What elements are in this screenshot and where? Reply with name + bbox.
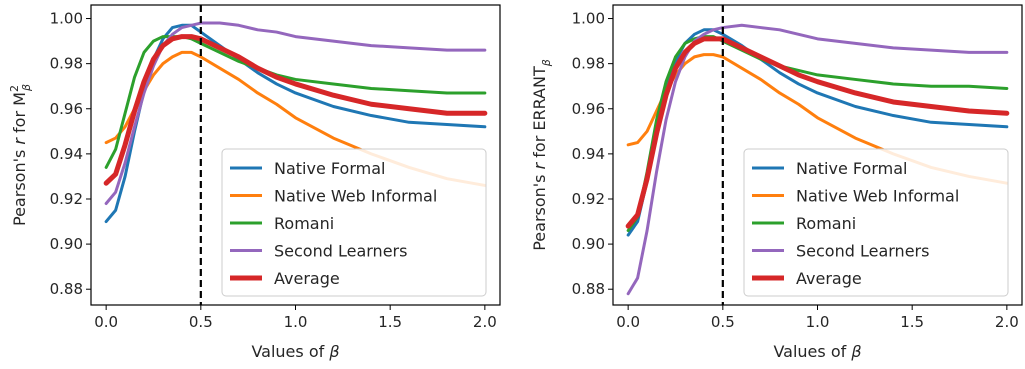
y-tick-label: 0.92 <box>50 190 83 208</box>
legend-item-romani: Romani <box>230 214 334 233</box>
x-tick-label: 2.0 <box>473 313 497 331</box>
y-tick-label: 0.88 <box>50 280 83 298</box>
legend-label: Romani <box>796 214 856 233</box>
y-tick-label: 0.94 <box>572 145 605 163</box>
legend-label: Romani <box>274 214 334 233</box>
legend-label: Second Learners <box>274 242 407 261</box>
y-tick-label: 0.98 <box>50 55 83 73</box>
y-tick-label: 0.94 <box>50 145 83 163</box>
chart-left-panel: 0.0 0.5 1.0 1.5 2.0 0.88 0.90 0.92 0.94 0.96 0.98 1… <box>8 4 501 361</box>
legend-item-second-learners: Second Learners <box>752 242 929 261</box>
x-tick-label: 1.0 <box>284 313 308 331</box>
x-axis-label: Values of β <box>773 342 861 361</box>
legend-label: Native Web Informal <box>796 187 959 206</box>
legend-item-native-formal: Native Formal <box>752 159 907 178</box>
x-tick-label: 1.5 <box>378 313 402 331</box>
legend-label: Average <box>274 269 340 288</box>
y-tick-label: 0.90 <box>572 235 605 253</box>
legend-frame <box>221 148 487 297</box>
y-axis-label: Pearson's r for M2β <box>8 84 33 226</box>
x-tick-label: 0.5 <box>189 313 213 331</box>
x-tick-label: 1.0 <box>806 313 830 331</box>
legend-item-average: Average <box>752 269 862 288</box>
legend: Native Formal Native Web Informal Romani Se… <box>743 148 1009 297</box>
x-tick-label: 0.0 <box>94 313 118 331</box>
legend-item-second-learners: Second Learners <box>230 242 407 261</box>
chart-right-panel: 0.0 0.5 1.0 1.5 2.0 0.88 0.90 0.92 0.94 0.96 0.98 1… <box>530 4 1023 361</box>
legend-item-native-web-informal: Native Web Informal <box>230 187 437 206</box>
y-tick-label: 0.96 <box>50 100 83 118</box>
legend-item-romani: Romani <box>752 214 856 233</box>
series-line-romani <box>104 35 487 169</box>
y-tick-label: 0.88 <box>572 280 605 298</box>
x-tick-label: 1.5 <box>900 313 924 331</box>
legend-frame <box>743 148 1009 297</box>
x-axis-label: Values of β <box>251 342 339 361</box>
series-line-second-learners <box>104 21 487 205</box>
y-tick-label: 0.98 <box>572 55 605 73</box>
y-tick-label: 1.00 <box>50 10 83 28</box>
x-tick-label: 0.5 <box>711 313 735 331</box>
y-tick-label: 0.96 <box>572 100 605 118</box>
x-tick-label: 2.0 <box>995 313 1019 331</box>
legend-item-average: Average <box>230 269 340 288</box>
legend-item-native-formal: Native Formal <box>230 159 385 178</box>
x-tick-label: 0.0 <box>616 313 640 331</box>
y-tick-label: 1.00 <box>572 10 605 28</box>
legend-label: Native Web Informal <box>274 187 437 206</box>
legend-label: Native Formal <box>796 159 907 178</box>
legend: Native Formal Native Web Informal Romani Se… <box>221 148 487 297</box>
legend-label: Native Formal <box>274 159 385 178</box>
legend-label: Average <box>796 269 862 288</box>
y-tick-label: 0.90 <box>50 235 83 253</box>
y-axis-label: Pearson's r for ERRANTβ <box>530 59 553 251</box>
legend-label: Second Learners <box>796 242 929 261</box>
legend-item-native-web-informal: Native Web Informal <box>752 187 959 206</box>
y-tick-label: 0.92 <box>572 190 605 208</box>
